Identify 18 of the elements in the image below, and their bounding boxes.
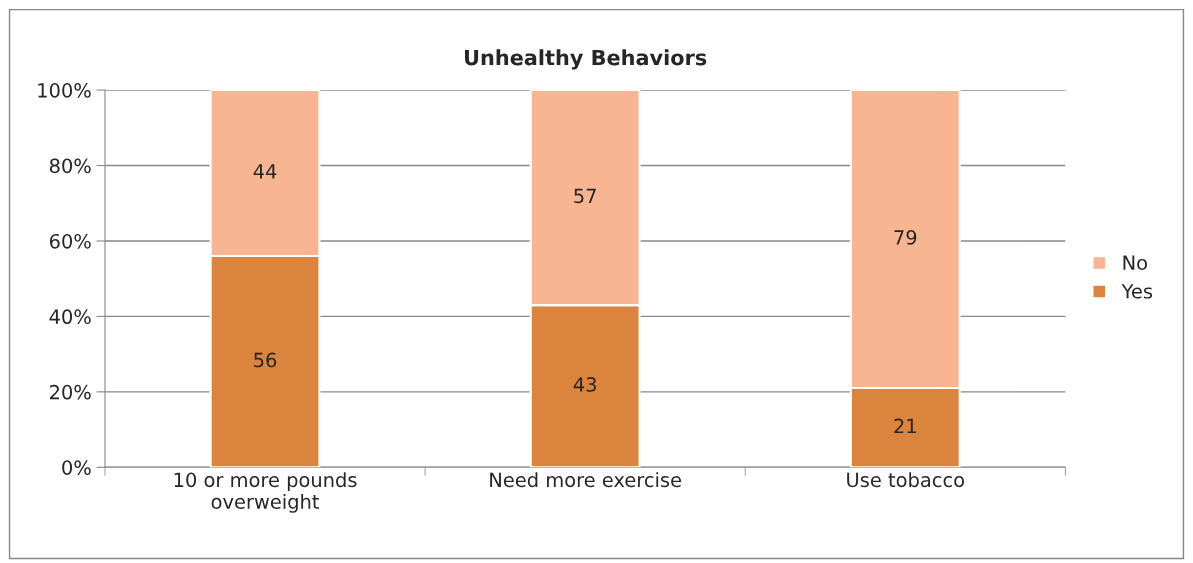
y-tick-label: 80% — [49, 158, 91, 174]
x-tick-label: 10 or more pounds overweight — [174, 472, 357, 513]
legend-label: No — [1123, 255, 1147, 271]
y-tick-label: 40% — [49, 309, 91, 325]
x-tick-label: Need more exercise — [490, 472, 682, 488]
data-label: 79 — [894, 230, 917, 245]
data-label: 57 — [574, 188, 596, 204]
y-tick-label: 60% — [49, 233, 91, 249]
x-tick-label: Use tobacco — [847, 472, 965, 488]
chart-title: Unhealthy Behaviors — [465, 49, 707, 70]
legend-label: Yes — [1121, 284, 1153, 299]
data-label: 43 — [573, 377, 596, 392]
data-label: 21 — [894, 418, 916, 434]
y-tick-label: 100% — [38, 83, 91, 98]
y-tick-label: 0% — [62, 460, 91, 475]
data-label: 56 — [254, 352, 277, 368]
data-label: 44 — [253, 164, 277, 179]
y-tick-label: 20% — [50, 384, 91, 400]
